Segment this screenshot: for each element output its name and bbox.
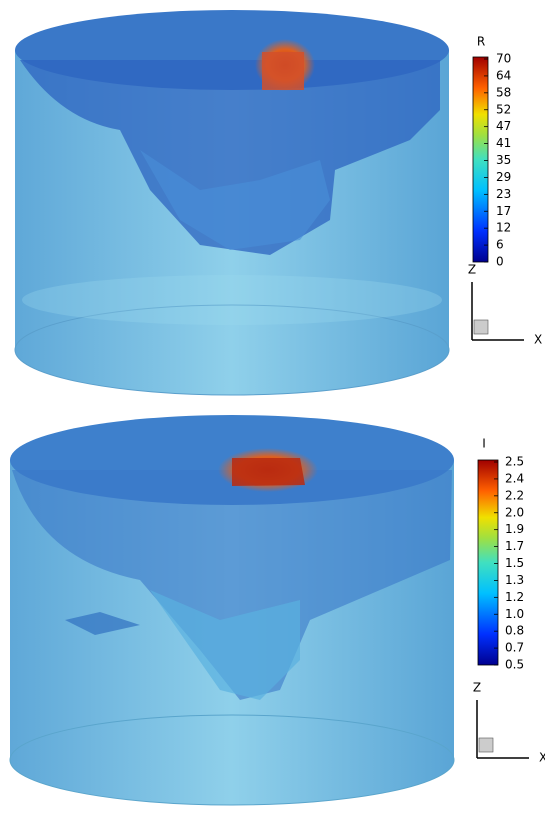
colorbar-label: 0 bbox=[496, 255, 504, 269]
colorbar-title: R bbox=[477, 35, 485, 49]
colorbar-label: 52 bbox=[496, 102, 511, 116]
colorbar-label: 2.5 bbox=[505, 455, 524, 469]
axis-box bbox=[473, 319, 489, 335]
axis-x-label: X bbox=[534, 333, 542, 347]
colorbar-label: 35 bbox=[496, 153, 511, 167]
volume-render bbox=[9, 415, 455, 806]
axis-z-label: Z bbox=[473, 681, 481, 695]
colorbar-label: 29 bbox=[496, 170, 511, 184]
colorbar-label: 47 bbox=[496, 119, 511, 133]
colorbar-label: 1.0 bbox=[505, 607, 524, 621]
colorbar-label: 2.2 bbox=[505, 488, 524, 502]
colorbar-label: 23 bbox=[496, 187, 511, 201]
axis-x-label: X bbox=[539, 751, 545, 765]
colorbar-label: 1.7 bbox=[505, 539, 524, 553]
colorbar-label: 6 bbox=[496, 238, 504, 252]
colorbar bbox=[477, 459, 499, 666]
colorbar-label: 12 bbox=[496, 221, 511, 235]
colorbar bbox=[472, 56, 489, 263]
axis-box bbox=[478, 737, 494, 753]
colorbar-label: 70 bbox=[496, 52, 511, 66]
volume-render bbox=[14, 10, 450, 396]
colorbar-label: 0.8 bbox=[505, 624, 524, 638]
colorbar-label: 1.3 bbox=[505, 573, 524, 587]
colorbar-label: 17 bbox=[496, 204, 511, 218]
colorbar-label: 1.5 bbox=[505, 556, 524, 570]
colorbar-label: 41 bbox=[496, 136, 511, 150]
colorbar-label: 64 bbox=[496, 68, 511, 82]
colorbar-label: 0.5 bbox=[505, 658, 524, 672]
colorbar-label: 2.0 bbox=[505, 505, 524, 519]
colorbar-label: 1.9 bbox=[505, 522, 524, 536]
colorbar-title: I bbox=[482, 437, 486, 451]
colorbar-label: 2.4 bbox=[505, 471, 524, 485]
axis-z-label: Z bbox=[468, 263, 476, 277]
colorbar-label: 58 bbox=[496, 85, 511, 99]
colorbar-label: 1.2 bbox=[505, 590, 524, 604]
colorbar-label: 0.7 bbox=[505, 641, 524, 655]
